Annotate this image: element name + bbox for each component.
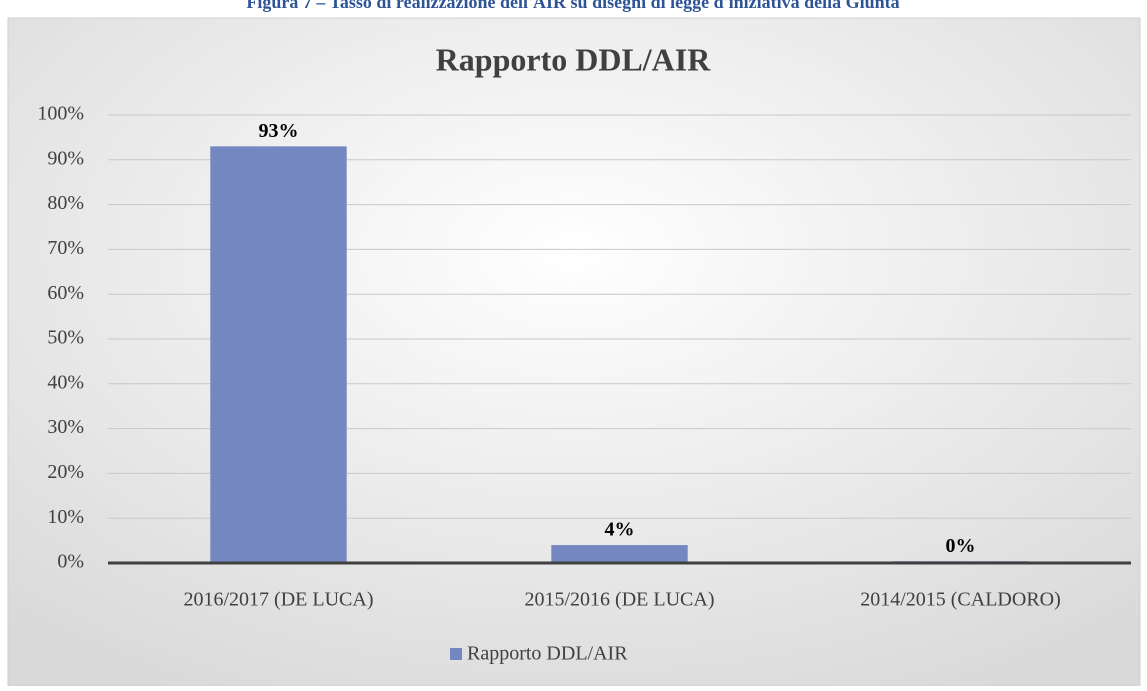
y-tick-label: 70%	[47, 237, 84, 259]
y-tick-label: 10%	[47, 506, 84, 528]
y-tick-label: 80%	[47, 192, 84, 214]
y-tick-label: 30%	[47, 416, 84, 438]
y-tick-label: 40%	[47, 371, 84, 393]
y-tick-label: 50%	[47, 327, 84, 349]
chart-title: Rapporto DDL/AIR	[436, 41, 712, 77]
legend-swatch	[450, 648, 462, 660]
caption: Figura 7 – Tasso di realizzazione dell'A…	[246, 0, 899, 12]
bar	[551, 545, 688, 563]
y-tick-label: 0%	[57, 551, 84, 573]
chart-background	[7, 17, 1141, 687]
y-tick-label: 20%	[47, 461, 84, 483]
legend-label: Rapporto DDL/AIR	[467, 643, 628, 665]
data-label: 4%	[605, 519, 635, 541]
x-tick-label: 2015/2016 (DE LUCA)	[525, 589, 715, 611]
x-tick-label: 2014/2015 (CALDORO)	[860, 589, 1061, 611]
data-label: 0%	[946, 535, 976, 557]
y-tick-label: 90%	[47, 147, 84, 169]
y-tick-label: 60%	[47, 282, 84, 304]
y-tick-label: 100%	[37, 103, 84, 125]
bar	[210, 146, 347, 564]
data-label: 93%	[259, 120, 299, 142]
x-tick-label: 2016/2017 (DE LUCA)	[184, 589, 374, 611]
